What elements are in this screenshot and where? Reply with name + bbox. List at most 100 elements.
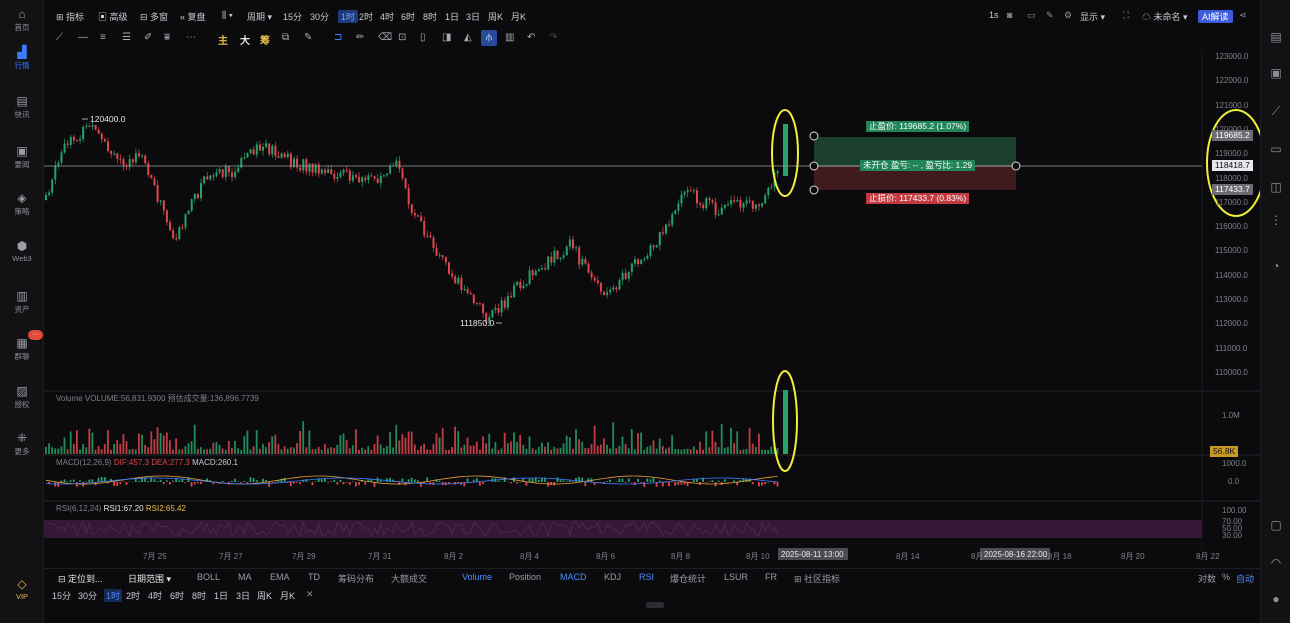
date-range-dropdown[interactable]: 日期范围 ▾ — [128, 574, 172, 584]
btf-1h[interactable]: 1时 — [104, 589, 123, 602]
template-icon[interactable]: ▭ — [1027, 10, 1036, 20]
paint-icon[interactable]: ◭ — [464, 32, 472, 43]
advanced-button[interactable]: ▣ 高级 — [98, 12, 128, 22]
indicators-button[interactable]: ⊞ 指标 — [56, 12, 85, 22]
ind-boll[interactable]: BOLL — [197, 572, 221, 582]
more-vertical-icon[interactable]: ⋮ — [1270, 213, 1282, 227]
locate-button[interactable]: ⊟ 定位到... — [58, 574, 103, 584]
window-icon[interactable]: ▢ — [1270, 518, 1282, 532]
sub-kdj[interactable]: KDJ — [604, 572, 622, 582]
order-book-icon[interactable]: ▤ — [1270, 30, 1282, 44]
pencil-icon[interactable]: ✏ — [356, 32, 365, 43]
sub-lsur[interactable]: LSUR — [724, 572, 749, 582]
sidebar-item-market[interactable]: ▟ 行情 — [0, 46, 44, 71]
ind-td[interactable]: TD — [308, 572, 320, 582]
refresh-1s[interactable]: 1s — [989, 10, 999, 20]
sidebar-item-headlines[interactable]: ▣ 要闻 — [0, 145, 44, 170]
tf-week[interactable]: 周K — [488, 12, 504, 22]
btf-15m[interactable]: 15分 — [52, 591, 72, 601]
settings-icon[interactable]: ⚙ — [1064, 10, 1073, 20]
more-tools-icon[interactable]: ⋯ — [186, 32, 196, 43]
tf-month[interactable]: 月K — [511, 12, 527, 22]
visibility-icon[interactable]: ◨ — [442, 32, 452, 43]
panda-icon[interactable]: ● — [1272, 592, 1280, 606]
btf-8h[interactable]: 8时 — [192, 591, 207, 601]
tf-30m[interactable]: 30分 — [310, 12, 330, 22]
sub-volume[interactable]: Volume — [462, 572, 493, 582]
tf-1d[interactable]: 1日 — [445, 12, 460, 22]
fullscreen-icon[interactable]: ⛶ — [1123, 10, 1130, 20]
share-icon[interactable]: ⋖ — [1239, 10, 1247, 20]
ind-chips[interactable]: 筹码分布 — [338, 574, 375, 584]
tf-2h[interactable]: 2时 — [359, 12, 374, 22]
btf-week[interactable]: 周K — [257, 591, 273, 601]
horizontal-line-icon[interactable]: — — [78, 32, 88, 43]
sidebar-item-more[interactable]: ⁜ 更多 — [0, 432, 44, 457]
ind-big-trades[interactable]: 大额成交 — [391, 574, 428, 584]
btf-30m[interactable]: 30分 — [78, 591, 98, 601]
sub-fr[interactable]: FR — [765, 572, 777, 582]
layers-icon[interactable]: ◫ — [1270, 180, 1282, 194]
copy-icon[interactable]: ⧉ — [282, 32, 290, 43]
sidebar-item-news[interactable]: ▤ 快讯 — [0, 95, 44, 120]
filter-icon[interactable]: ⫛ — [481, 30, 497, 46]
edit-icon[interactable]: ✎ — [1046, 10, 1054, 20]
magnet-icon[interactable]: ⊐ — [334, 32, 343, 43]
lock-icon[interactable]: ▯ — [420, 32, 426, 43]
tf-1h[interactable]: 1时 — [338, 10, 359, 23]
multi-window-button[interactable]: ⊟ 多窗 — [140, 12, 169, 22]
close-icon[interactable]: ✕ — [306, 589, 314, 599]
main-force-button[interactable]: 主 — [218, 36, 228, 47]
chart-type-dropdown[interactable]: ⫼ ▾ — [222, 10, 234, 20]
camera-icon[interactable]: ◙ — [1007, 10, 1013, 20]
percent-toggle[interactable]: % — [1222, 572, 1231, 582]
period-dropdown[interactable]: 周期 ▾ — [247, 12, 273, 22]
trade-icon[interactable]: ▣ — [1270, 66, 1282, 80]
log-toggle[interactable]: 对数 — [1198, 574, 1217, 584]
btf-month[interactable]: 月K — [280, 591, 296, 601]
sidebar-item-assets[interactable]: ▥ 资产 — [0, 290, 44, 315]
parallel-channel-icon[interactable]: ≡ — [100, 32, 106, 43]
measure-icon[interactable]: ⊡ — [398, 32, 407, 43]
btf-4h[interactable]: 4时 — [148, 591, 163, 601]
big-order-button[interactable]: 大 — [240, 36, 250, 47]
brush-icon[interactable]: ✐ — [144, 32, 153, 43]
tf-6h[interactable]: 6时 — [401, 12, 416, 22]
trash-icon[interactable]: ▥ — [505, 32, 515, 43]
fib-icon[interactable]: ☰ — [122, 32, 131, 43]
btf-2h[interactable]: 2时 — [126, 591, 141, 601]
pattern-icon[interactable]: ⩸ — [164, 32, 171, 43]
headset-icon[interactable]: ◠ — [1270, 556, 1282, 570]
sub-rsi[interactable]: RSI — [639, 572, 655, 582]
tf-3d[interactable]: 3日 — [466, 12, 481, 22]
sub-liquidation[interactable]: 爆仓统计 — [670, 574, 707, 584]
ind-ma[interactable]: MA — [238, 572, 252, 582]
alert-icon[interactable]: ✎ — [304, 32, 313, 43]
eraser-icon[interactable]: ⌫ — [378, 32, 393, 43]
clock-icon[interactable]: ◔ — [1272, 259, 1280, 273]
chart-canvas[interactable] — [44, 50, 1260, 565]
trendline-icon[interactable]: ⟋ — [56, 32, 63, 43]
layout-name-dropdown[interactable]: ☁ 未命名 ▾ — [1142, 12, 1188, 22]
tf-4h[interactable]: 4时 — [380, 12, 395, 22]
message-icon[interactable]: ▭ — [1270, 142, 1282, 156]
sidebar-item-home[interactable]: ⌂ 首页 — [0, 8, 44, 33]
sidebar-item-authorize[interactable]: ▨ 授权 — [0, 385, 44, 410]
auto-toggle[interactable]: 自动 — [1236, 574, 1255, 584]
tf-8h[interactable]: 8时 — [423, 12, 438, 22]
tf-15m[interactable]: 15分 — [283, 12, 303, 22]
chips-button[interactable]: 筹 — [260, 36, 270, 47]
ind-ema[interactable]: EMA — [270, 572, 290, 582]
display-dropdown[interactable]: 显示 ▾ — [1080, 12, 1106, 22]
chart-line-icon[interactable]: ⟋ — [1271, 104, 1281, 118]
sub-position[interactable]: Position — [509, 572, 542, 582]
sidebar-item-web3[interactable]: ⬢ Web3 — [0, 240, 44, 263]
sub-macd[interactable]: MACD — [560, 572, 587, 582]
sidebar-item-chat[interactable]: ▦ 群聊 — [0, 337, 44, 362]
btf-3d[interactable]: 3日 — [236, 591, 251, 601]
vip-button[interactable]: ◇ VIP — [0, 578, 44, 601]
undo-icon[interactable]: ↶ — [527, 32, 536, 43]
redo-icon[interactable]: ↷ — [549, 32, 558, 43]
btf-1d[interactable]: 1日 — [214, 591, 229, 601]
btf-6h[interactable]: 6时 — [170, 591, 185, 601]
